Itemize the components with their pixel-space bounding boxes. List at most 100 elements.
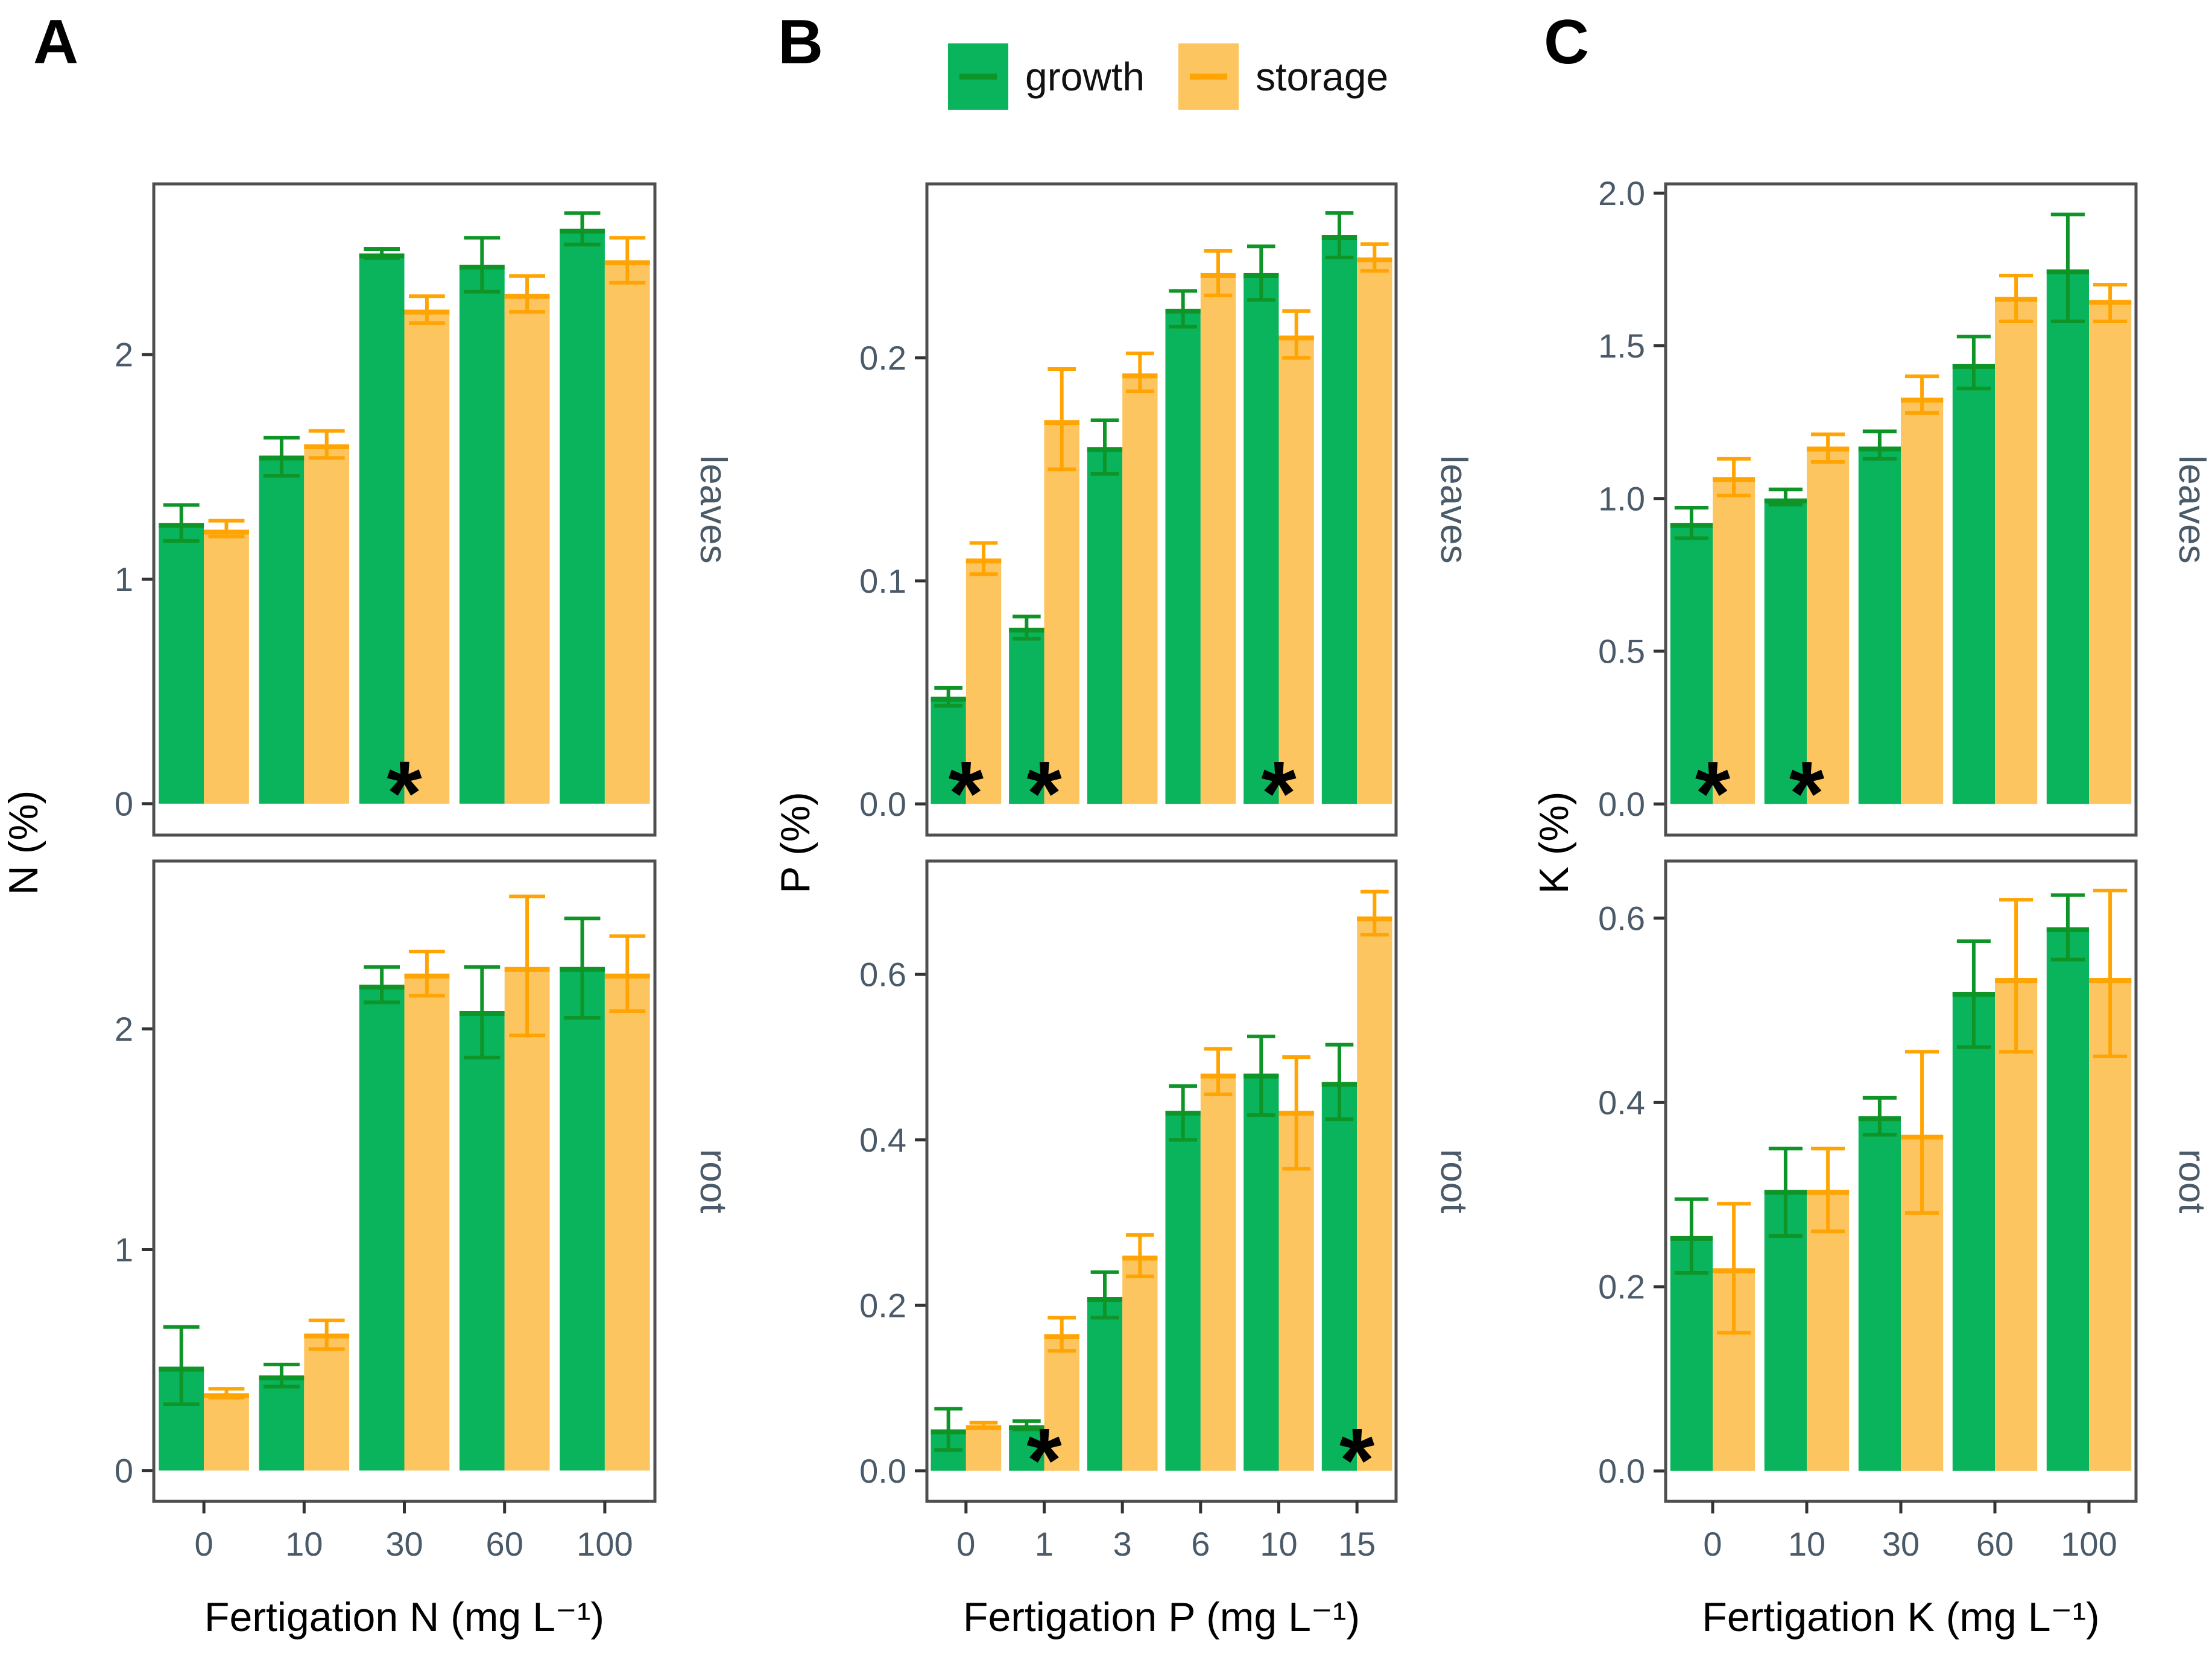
bar-storage-0: [965, 1425, 1002, 1471]
facet-strip-label: leaves: [692, 455, 734, 563]
x-tick-label: 10: [1788, 1525, 1825, 1563]
y-tick-label: 0.6: [1598, 899, 1645, 937]
y-axis-title: K (%): [1531, 792, 1577, 894]
bar-growth-15: [1321, 235, 1357, 804]
y-tick-label: 1: [115, 560, 133, 598]
bar-storage-100: [604, 973, 650, 1471]
legend-key-storage-line: [1190, 74, 1228, 80]
legend-label-growth: growth: [1025, 54, 1145, 99]
y-tick-label: 2: [115, 336, 133, 374]
y-tick-label: 0.0: [1598, 785, 1645, 823]
significance-asterisk: *: [1695, 742, 1731, 844]
panel-border: [1664, 182, 2138, 837]
panel-b-letter: B: [778, 7, 824, 77]
significance-asterisk: *: [1026, 742, 1062, 844]
y-tick-label: 0.1: [859, 562, 906, 600]
facet-root: 0 1 2 root 0 10 30 60 100: [115, 859, 734, 1563]
panel-a-letter: A: [33, 7, 79, 77]
bar-storage-60: [504, 967, 550, 1471]
legend-item-growth: growth: [948, 43, 1145, 110]
panel-b-chart: P (%) Fertigation P (mg L⁻¹) 0.0 0.1 0.2 * * * l…: [773, 182, 1474, 1640]
bar-growth-0: [1670, 1235, 1713, 1471]
bar-storage-10: [1807, 446, 1850, 804]
x-tick-label: 0: [956, 1525, 975, 1563]
facet-strip-label: root: [692, 1149, 734, 1214]
y-tick-label: 0.6: [859, 956, 906, 994]
x-tick-label: 60: [1976, 1525, 2014, 1563]
panel-border: [152, 182, 657, 837]
y-tick-label: 2.0: [1598, 174, 1645, 212]
bar-growth-100: [560, 967, 605, 1471]
bar-growth-6: [1165, 309, 1201, 804]
bar-growth-6: [1165, 1111, 1201, 1471]
bar-growth-100: [2046, 269, 2089, 804]
panel-a-chart: N (%) Fertigation N (mg L⁻¹) 0 1 2 * leaves 0 1 2…: [1, 182, 734, 1640]
y-tick-label: 2: [115, 1010, 133, 1048]
x-tick-label: 0: [1703, 1525, 1722, 1563]
bar-growth-10: [259, 1375, 305, 1471]
legend-label-storage: storage: [1256, 54, 1389, 99]
bar-storage-30: [404, 973, 450, 1471]
bar-storage-3: [1122, 1255, 1158, 1471]
bar-growth-30: [359, 253, 405, 804]
legend-key-growth-line: [959, 74, 997, 80]
bar-storage-10: [1807, 1190, 1850, 1471]
bar-storage-0: [204, 529, 249, 804]
bar-growth-10: [1243, 1073, 1279, 1471]
bar-storage-0: [1713, 477, 1755, 804]
x-axis-title: Fertigation K (mg L⁻¹): [1702, 1594, 2099, 1640]
facet-strip-label: root: [2171, 1149, 2212, 1214]
y-tick-label: 1: [115, 1231, 133, 1269]
significance-asterisk: *: [1261, 742, 1297, 844]
facet-leaves: 0.0 0.5 1.0 1.5 2.0 * * leaves: [1598, 174, 2212, 844]
bar-storage-15: [1357, 257, 1392, 804]
panel-c-chart: K (%) Fertigation K (mg L⁻¹) 0.0 0.5 1.0 1.5 2…: [1531, 174, 2212, 1640]
bar-growth-10: [1764, 498, 1807, 804]
panel-c-letter: C: [1544, 7, 1590, 77]
bar-storage-0: [965, 558, 1002, 804]
bar-growth-30: [1858, 446, 1901, 804]
facet-strip-label: leaves: [2171, 455, 2212, 563]
bar-storage-3: [1122, 373, 1158, 804]
y-tick-label: 0: [115, 784, 133, 822]
legend: growth storage: [948, 43, 1388, 110]
x-tick-label: 10: [285, 1525, 323, 1563]
facet-root: 0.0 0.2 0.4 0.6 root 0 10 30 60 100: [1598, 859, 2212, 1563]
y-tick-label: 0.2: [859, 1286, 906, 1324]
legend-key-growth-swatch: [948, 43, 1008, 110]
significance-asterisk: *: [1789, 742, 1825, 844]
bar-storage-0: [204, 1393, 249, 1471]
bar-growth-3: [1087, 447, 1123, 804]
y-axis-title: N (%): [1, 790, 46, 895]
bar-storage-60: [1995, 297, 2038, 804]
significance-asterisk: *: [1026, 1409, 1062, 1510]
bar-growth-60: [459, 265, 505, 804]
y-tick-label: 0: [115, 1451, 133, 1489]
facet-leaves: 0 1 2 * leaves: [115, 182, 734, 844]
significance-asterisk: *: [949, 742, 984, 844]
x-tick-label: 1: [1035, 1525, 1054, 1563]
y-tick-label: 0.5: [1598, 633, 1645, 670]
x-tick-label: 100: [2061, 1525, 2117, 1563]
y-tick-label: 0.0: [859, 1452, 906, 1490]
bar-storage-100: [2089, 300, 2132, 804]
x-tick-label: 30: [1882, 1525, 1920, 1563]
bar-storage-100: [2089, 978, 2132, 1471]
significance-asterisk: *: [1339, 1409, 1375, 1510]
bar-storage-10: [304, 444, 350, 804]
bar-growth-1: [1009, 628, 1044, 804]
bar-storage-30: [404, 309, 450, 804]
y-tick-label: 1.0: [1598, 479, 1645, 517]
y-tick-label: 0.4: [859, 1121, 906, 1159]
x-axis-title: Fertigation P (mg L⁻¹): [963, 1594, 1360, 1640]
bar-growth-0: [1670, 523, 1713, 804]
x-axis-title: Fertigation N (mg L⁻¹): [204, 1594, 604, 1640]
bar-storage-10: [304, 1333, 350, 1471]
bar-growth-30: [1858, 1116, 1901, 1471]
bar-growth-30: [359, 985, 405, 1471]
legend-key-storage-swatch: [1178, 43, 1239, 110]
facet-strip-label: leaves: [1433, 455, 1474, 563]
x-tick-label: 6: [1191, 1525, 1210, 1563]
x-tick-label: 15: [1338, 1525, 1376, 1563]
